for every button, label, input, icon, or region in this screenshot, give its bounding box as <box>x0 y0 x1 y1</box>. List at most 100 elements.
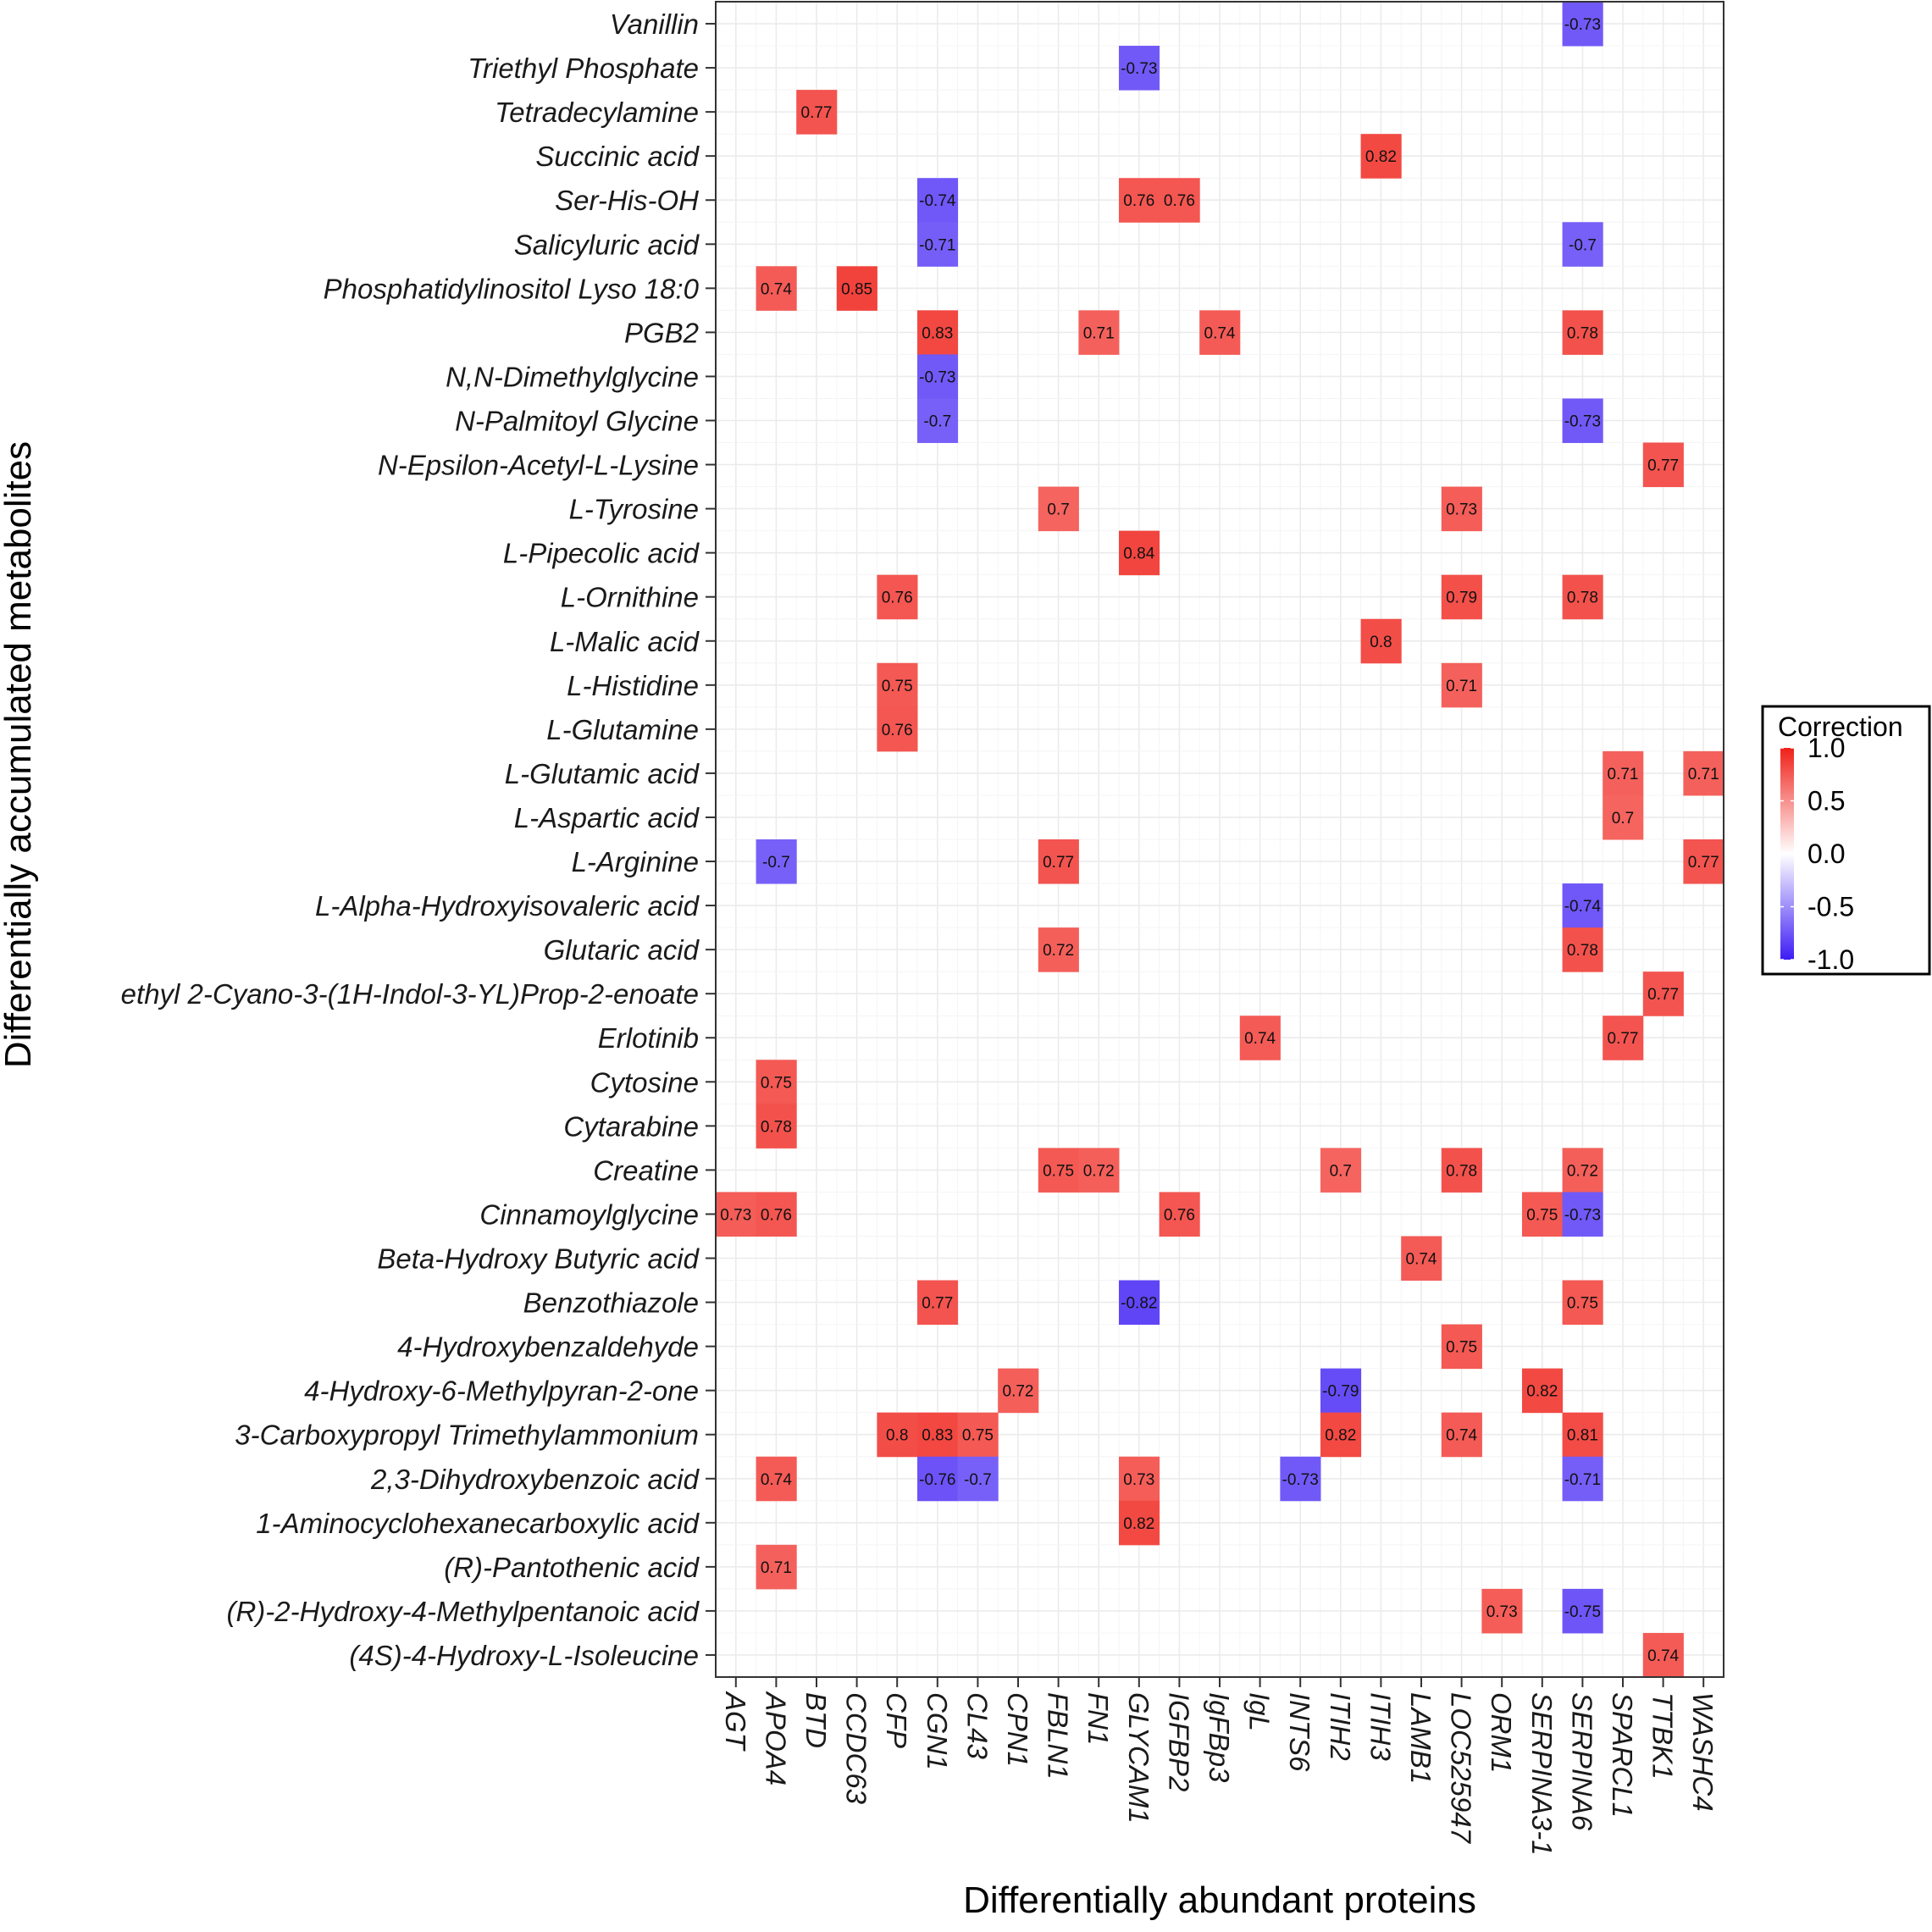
heatmap-cell <box>1038 839 1079 884</box>
heatmap-cell <box>1360 618 1402 664</box>
cell-value-label: 0.74 <box>1406 1251 1437 1269</box>
x-tick-label: CFP <box>881 1692 912 1748</box>
y-tick-label: 4-Hydroxybenzaldehyde <box>397 1331 699 1363</box>
y-tick-label: (4S)-4-Hydroxy-L-Isoleucine <box>349 1640 699 1671</box>
y-tick-label: Beta-Hydroxy Butyric acid <box>377 1243 700 1275</box>
cell-value-label: 0.81 <box>1567 1427 1598 1445</box>
y-tick-label: L-Glutamic acid <box>505 758 700 789</box>
heatmap-cell <box>1562 883 1603 928</box>
heatmap-cell <box>716 1192 757 1237</box>
cell-value-label: 0.7 <box>1330 1162 1352 1180</box>
cell-value-label: 0.85 <box>841 280 872 298</box>
cell-value-label: 0.79 <box>1446 590 1477 607</box>
legend-tick-label: -1.0 <box>1807 944 1854 975</box>
cell-value-label: -0.7 <box>923 413 951 431</box>
cell-value-label: 0.75 <box>761 1074 792 1092</box>
x-tick-label: TTBK1 <box>1647 1692 1679 1780</box>
y-tick-label: 3-Carboxypropyl Trimethylammonium <box>235 1420 699 1451</box>
y-tick-label: L-Tyrosine <box>569 494 699 525</box>
heatmap-cell <box>756 1192 797 1237</box>
heatmap-cell <box>756 1544 797 1590</box>
heatmap-cell <box>917 398 959 444</box>
heatmap-cell <box>1280 1456 1321 1502</box>
cell-value-label: -0.73 <box>919 368 955 386</box>
cell-value-label: -0.79 <box>1322 1383 1359 1401</box>
heatmap-cell <box>1159 1192 1200 1237</box>
heatmap-cell <box>1119 530 1160 576</box>
cell-value-label: 0.84 <box>1123 545 1154 563</box>
cell-value-label: 0.71 <box>1446 678 1477 695</box>
cell-value-label: 0.77 <box>1647 457 1679 475</box>
heatmap-cell <box>1481 1588 1523 1634</box>
heatmap-cell <box>1562 574 1603 620</box>
cell-value-label: -0.7 <box>964 1471 992 1489</box>
heatmap-cell <box>1159 178 1200 223</box>
heatmap-cell <box>877 574 918 620</box>
heatmap-cell <box>877 706 918 752</box>
y-tick-label: Triethyl Phosphate <box>468 53 699 84</box>
cell-value-label: 0.75 <box>962 1427 994 1445</box>
x-tick-label: AGT <box>720 1691 751 1752</box>
heatmap-cell <box>1562 222 1603 267</box>
cell-value-label: 0.73 <box>1486 1603 1518 1621</box>
y-tick-label: Creatine <box>593 1154 699 1186</box>
cell-value-label: -0.82 <box>1121 1295 1157 1313</box>
heatmap-cell <box>1642 1632 1684 1678</box>
heatmap-cell <box>1401 1236 1442 1282</box>
y-axis: Vanillin Triethyl Phosphate Tetradecylamin… <box>121 8 716 1671</box>
heatmap-cell <box>1119 1280 1160 1326</box>
cell-value-label: -0.73 <box>1564 1206 1601 1224</box>
cell-value-label: 0.76 <box>761 1206 792 1224</box>
heatmap-cell <box>877 662 918 708</box>
heatmap-cell <box>957 1456 999 1502</box>
x-tick-label: LAMB1 <box>1405 1692 1437 1784</box>
heatmap-cell <box>1562 398 1603 444</box>
cell-value-label: 0.73 <box>1446 501 1477 519</box>
heatmap-cell <box>1038 1148 1079 1193</box>
cell-value-label: 0.82 <box>1365 148 1397 166</box>
heatmap-cell <box>1239 1016 1281 1060</box>
heatmap-cell <box>1562 1588 1603 1634</box>
heatmap-cell <box>1360 134 1402 179</box>
x-tick-label: ORM1 <box>1486 1692 1517 1773</box>
y-tick-label: L-Arginine <box>572 846 699 877</box>
heatmap-cell <box>1603 750 1644 796</box>
x-tick-label: FBLN1 <box>1043 1692 1074 1780</box>
cell-value-label: -0.71 <box>919 236 955 254</box>
heatmap-cell <box>1199 310 1241 355</box>
x-tick-label: GLYCAM1 <box>1123 1692 1154 1824</box>
cell-value-label: 0.76 <box>1164 192 1195 210</box>
cell-value-label: 0.73 <box>1123 1471 1154 1489</box>
cell-value-label: 0.77 <box>1043 854 1074 872</box>
heatmap-cell <box>756 1060 797 1104</box>
cell-value-label: 0.74 <box>1446 1427 1477 1445</box>
x-tick-label: IgL <box>1244 1692 1276 1731</box>
y-tick-label: PGB2 <box>624 317 699 348</box>
cell-value-label: 0.78 <box>1446 1162 1477 1180</box>
y-tick-label: (R)-2-Hydroxy-4-Methylpentanoic acid <box>226 1596 700 1627</box>
heatmap-cell <box>756 1104 797 1149</box>
heatmap-cell <box>1642 972 1684 1016</box>
y-tick-label: N-Epsilon-Acetyl-L-Lysine <box>378 450 699 481</box>
y-tick-label: L-Malic acid <box>550 626 700 657</box>
x-tick-label: CL43 <box>961 1692 993 1760</box>
heatmap-cell <box>1078 310 1120 355</box>
heatmap-cell <box>1562 2 1603 47</box>
cell-value-label: -0.75 <box>1564 1603 1601 1621</box>
cell-value-label: 0.78 <box>1567 324 1598 342</box>
heatmap-cell <box>1562 1280 1603 1326</box>
heatmap-cell <box>1441 662 1482 708</box>
heatmap-cell <box>1038 486 1079 532</box>
heatmap-cell <box>756 1456 797 1502</box>
y-tick-label: Glutaric acid <box>544 934 700 966</box>
cell-value-label: 0.72 <box>1083 1162 1115 1180</box>
cell-value-label: 0.74 <box>1204 324 1236 342</box>
cell-value-label: 0.75 <box>1446 1339 1477 1357</box>
cell-value-label: 0.78 <box>1567 590 1598 607</box>
y-tick-label: Erlotinib <box>598 1022 699 1054</box>
heatmap-cell <box>756 266 797 311</box>
cell-value-label: 0.77 <box>922 1295 953 1313</box>
x-tick-label: SERPINA6 <box>1566 1692 1597 1831</box>
